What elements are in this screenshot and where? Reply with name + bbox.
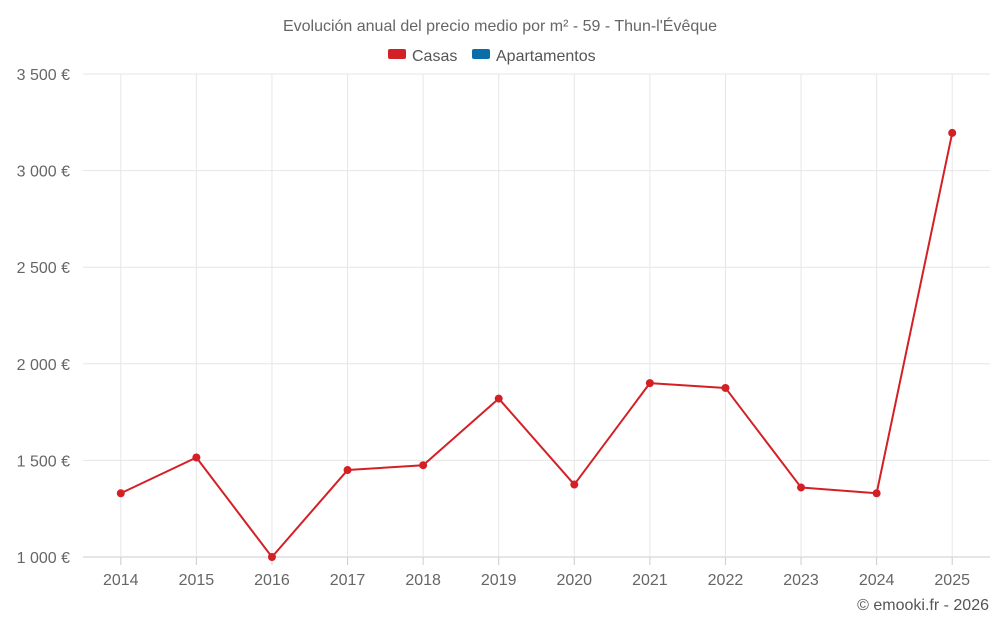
x-tick-label: 2018 [405,572,441,589]
data-point[interactable] [116,489,125,498]
legend-label-apartamentos[interactable]: Apartamentos [496,48,596,65]
data-point[interactable] [192,453,201,462]
x-tick-label: 2023 [783,572,819,589]
credit-text: © emooki.fr - 2026 [857,597,989,614]
y-tick-label: 2 500 € [17,260,70,277]
x-tick-label: 2014 [103,572,139,589]
x-tick-label: 2022 [708,572,744,589]
axes [120,557,953,565]
legend-swatch-apartamentos[interactable] [472,49,490,59]
x-tick-label: 2021 [632,572,668,589]
data-point[interactable] [570,480,579,489]
data-point[interactable] [797,483,806,492]
x-tick-label: 2015 [179,572,215,589]
y-axis-ticks: 1 000 € 1 500 € 2 000 € 2 500 € 3 000 € 3 500… [17,67,70,567]
x-tick-label: 2017 [330,572,366,589]
x-tick-label: 2024 [859,572,895,589]
chart-title: Evolución anual del precio medio por m² … [283,16,717,35]
legend-label-casas[interactable]: Casas [412,48,457,65]
data-point[interactable] [872,489,881,498]
y-tick-label: 1 500 € [17,453,70,470]
x-tick-label: 2020 [556,572,592,589]
y-tick-label: 3 500 € [17,67,70,84]
x-tick-label: 2016 [254,572,290,589]
data-point[interactable] [721,383,730,392]
x-tick-label: 2019 [481,572,517,589]
chart-legend: Casas Apartamentos [388,48,596,65]
data-point[interactable] [948,128,957,137]
data-point[interactable] [267,553,276,561]
x-axis-ticks: 2014 2015 2016 2017 2018 2019 2020 2021 2022 2023… [103,572,970,589]
x-tick-label: 2025 [934,572,970,589]
legend-swatch-casas[interactable] [388,49,406,59]
data-point[interactable] [419,461,428,470]
y-tick-label: 1 000 € [17,550,70,567]
y-tick-label: 2 000 € [17,357,70,374]
data-point[interactable] [343,466,352,475]
series-line-casas [120,132,954,558]
series-casas [116,128,957,561]
data-point[interactable] [645,379,654,388]
data-point[interactable] [494,394,503,403]
grid-lines [83,73,990,558]
y-tick-label: 3 000 € [17,164,70,181]
